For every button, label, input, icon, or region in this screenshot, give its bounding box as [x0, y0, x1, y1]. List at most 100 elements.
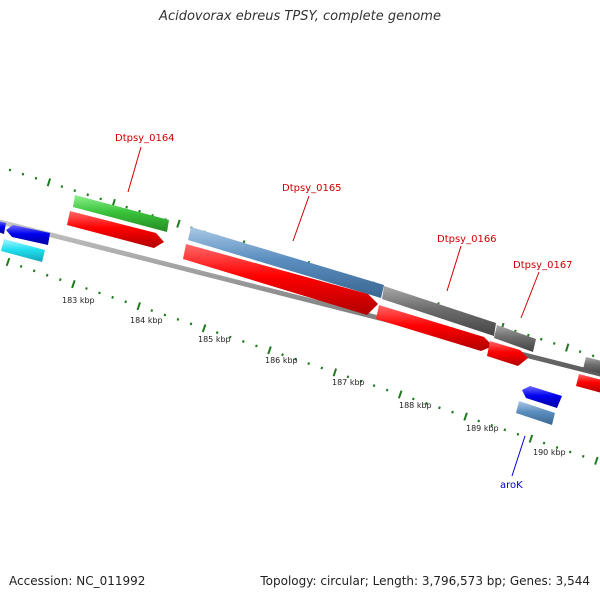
minor-tick — [516, 432, 520, 436]
minor-tick — [477, 419, 481, 423]
gene-blue-feature[interactable] — [6, 225, 50, 245]
scale-label: 189 kbp — [466, 424, 499, 433]
minor-tick — [138, 209, 141, 213]
minor-tick — [215, 331, 219, 335]
major-tick — [565, 343, 570, 352]
minor-tick — [503, 428, 507, 432]
label-leader-line — [446, 245, 462, 292]
gene-red-feature[interactable] — [576, 374, 600, 393]
minor-tick — [359, 379, 363, 383]
minor-tick — [8, 168, 12, 172]
label-leader-line — [511, 435, 526, 477]
major-tick — [71, 279, 76, 289]
gene-cyan-feature[interactable] — [1, 239, 45, 262]
minor-tick — [98, 291, 101, 295]
label-leader-line — [127, 146, 142, 193]
accession-text: Accession: NC_011992 — [9, 574, 146, 588]
map-title: Acidovorax ebreus TPSY, complete genome — [159, 9, 441, 24]
minor-tick — [490, 424, 494, 427]
minor-tick — [189, 322, 193, 326]
minor-tick — [591, 354, 595, 358]
gene-red-feature[interactable] — [183, 244, 378, 315]
minor-tick — [451, 410, 454, 414]
minor-tick — [111, 295, 114, 299]
major-tick — [201, 324, 207, 333]
minor-tick — [539, 337, 543, 341]
genome-summary-text: Topology: circular; Length: 3,796,573 bp… — [260, 574, 590, 588]
minor-tick — [19, 264, 23, 268]
minor-tick — [21, 172, 25, 176]
inner-tick-track — [5, 257, 599, 465]
minor-tick — [542, 441, 546, 445]
scale-label: 183 kbp — [62, 296, 95, 305]
gene-label-dtpsy-0165[interactable]: Dtpsy_0165 — [282, 183, 342, 194]
major-tick — [267, 346, 272, 355]
minor-tick — [255, 344, 258, 348]
major-tick — [528, 434, 534, 443]
gene-red-feature[interactable] — [487, 341, 528, 366]
gene-dtpsy-0167-feature[interactable] — [494, 325, 536, 352]
gene-label-dtpsy-0166[interactable]: Dtpsy_0166 — [437, 234, 497, 245]
minor-tick — [294, 357, 297, 361]
gene-arok-feature[interactable] — [516, 401, 555, 425]
minor-tick — [176, 318, 180, 321]
major-tick — [5, 257, 11, 267]
minor-tick — [346, 375, 350, 379]
minor-tick — [385, 388, 389, 392]
major-tick — [136, 302, 141, 311]
minor-tick — [555, 446, 559, 449]
minor-tick — [552, 342, 556, 345]
minor-tick — [578, 350, 582, 354]
minor-tick — [307, 362, 311, 366]
gene-green-feature[interactable] — [73, 195, 169, 232]
scale-label: 187 kbp — [332, 378, 365, 387]
major-tick — [332, 368, 338, 377]
minor-tick — [73, 189, 77, 193]
scale-label: 188 kbp — [399, 401, 432, 410]
scale-label: 185 kbp — [198, 335, 231, 344]
minor-tick — [228, 335, 232, 339]
minor-tick — [568, 450, 572, 454]
scale-label: 186 kbp — [265, 356, 298, 365]
minor-tick — [125, 205, 128, 209]
label-leader-line — [292, 195, 310, 242]
minor-tick — [85, 287, 88, 290]
scale-label: 184 kbp — [130, 316, 163, 325]
minor-tick — [60, 185, 64, 188]
minor-tick — [438, 406, 441, 410]
minor-tick — [99, 197, 103, 201]
gene-blue-feature[interactable] — [0, 221, 6, 234]
minor-tick — [124, 300, 128, 304]
gene-gray-edge-feature[interactable] — [583, 357, 600, 374]
minor-tick — [320, 366, 324, 370]
minor-tick — [45, 273, 49, 277]
minor-tick — [32, 269, 36, 273]
minor-tick — [281, 353, 284, 357]
minor-tick — [581, 454, 585, 458]
major-tick — [463, 412, 468, 421]
gene-dtpsy-0165-feature[interactable] — [188, 227, 384, 298]
gene-label-dtpsy-0167[interactable]: Dtpsy_0167 — [513, 260, 573, 271]
gene-dtpsy-0166-feature[interactable] — [382, 286, 496, 336]
minor-tick — [163, 313, 167, 317]
minor-tick — [372, 384, 376, 388]
gene-blue-feature[interactable] — [522, 386, 562, 408]
minor-tick — [58, 278, 62, 282]
major-tick — [46, 178, 52, 187]
minor-tick — [425, 401, 428, 405]
gene-label-arok[interactable]: aroK — [500, 480, 523, 491]
major-tick — [594, 456, 599, 465]
gene-label-dtpsy-0164[interactable]: Dtpsy_0164 — [115, 133, 175, 144]
gene-red-feature[interactable] — [67, 211, 164, 248]
minor-tick — [527, 333, 530, 337]
major-tick — [176, 219, 181, 228]
label-leader-line — [520, 271, 540, 319]
minor-tick — [241, 340, 245, 343]
minor-tick — [86, 193, 90, 197]
gene-red-feature[interactable] — [376, 305, 493, 351]
scale-label: 190 kbp — [533, 448, 566, 457]
minor-tick — [411, 397, 415, 401]
minor-tick — [34, 176, 38, 180]
